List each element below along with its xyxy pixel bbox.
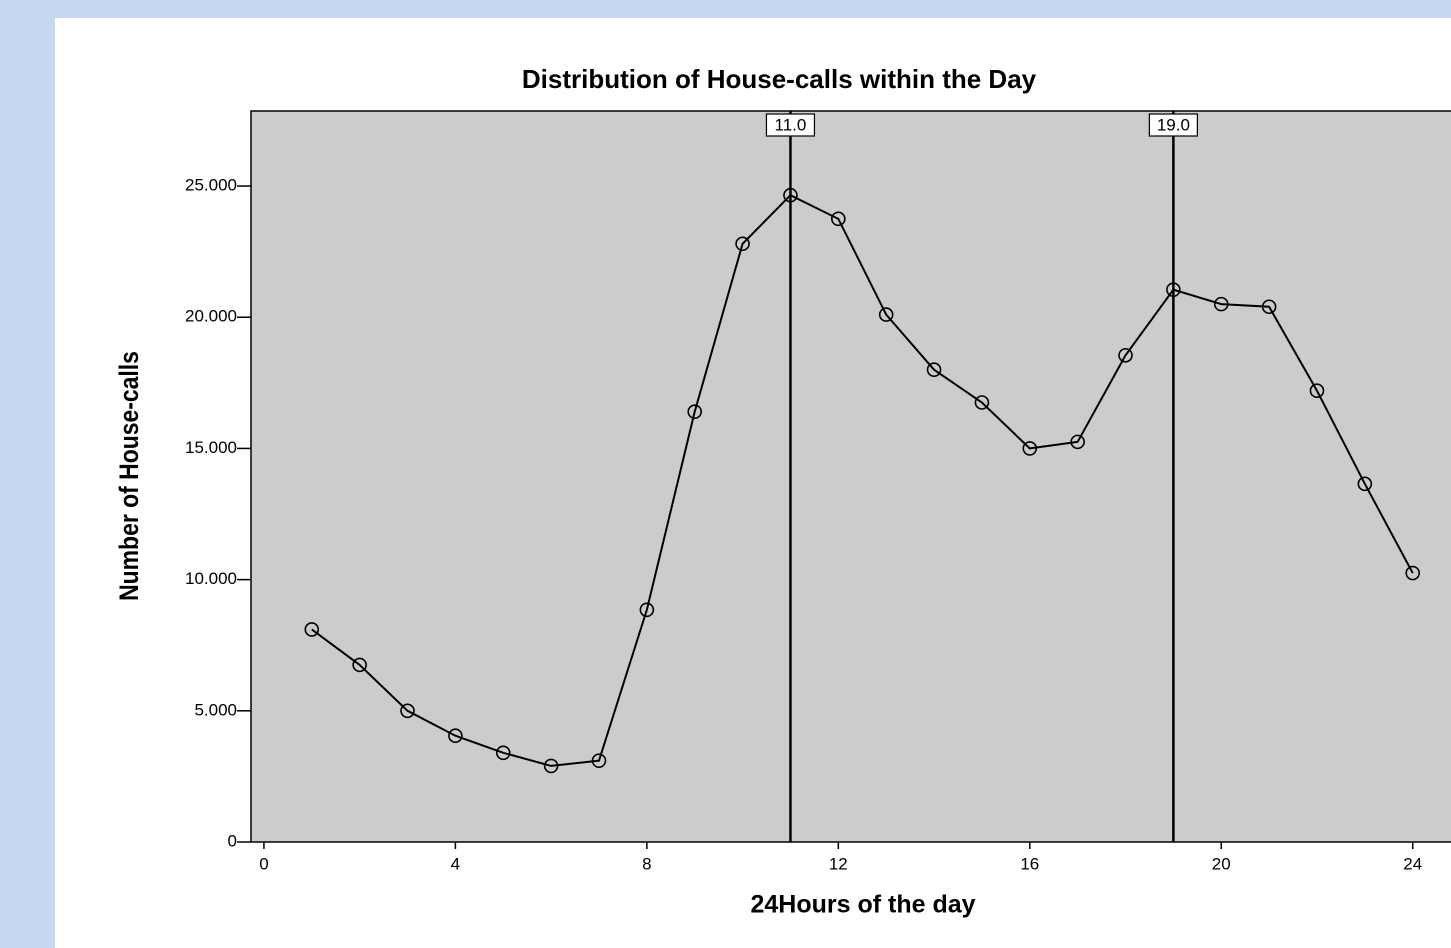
data-point xyxy=(1070,434,1085,450)
data-point xyxy=(783,187,798,203)
y-tick-label: 25.000 xyxy=(185,176,237,195)
data-point xyxy=(735,236,750,252)
data-point xyxy=(448,728,463,744)
data-point xyxy=(1213,296,1229,312)
data-point xyxy=(400,703,415,719)
y-tick-label: 15.000 xyxy=(185,438,237,457)
reference-label-box xyxy=(1148,113,1198,137)
data-point xyxy=(1405,565,1421,581)
y-tick-label: 10.000 xyxy=(185,569,237,588)
data-point xyxy=(687,404,703,419)
data-point xyxy=(304,622,320,637)
data-point xyxy=(878,307,894,322)
data-point xyxy=(1022,441,1038,456)
x-tick-label: 16 xyxy=(1020,854,1039,873)
data-line xyxy=(311,194,1414,767)
x-tick-label: 4 xyxy=(451,854,460,873)
y-axis-label: Number of House-calls xyxy=(114,351,144,601)
x-tick-label: 0 xyxy=(259,854,268,873)
data-point xyxy=(974,395,990,410)
reference-label: 11.0 xyxy=(775,115,807,134)
chart-title: Distribution of House-calls within the D… xyxy=(522,64,1037,94)
x-tick-label: 12 xyxy=(829,854,848,873)
reference-label-box xyxy=(765,113,816,137)
data-point xyxy=(639,602,655,618)
data-point xyxy=(1357,476,1373,492)
x-tick-label: 8 xyxy=(642,854,651,873)
y-tick-label: 20.000 xyxy=(185,307,237,326)
data-point xyxy=(591,753,607,768)
x-tick-label: 24 xyxy=(1403,854,1422,873)
data-point xyxy=(352,657,367,673)
reference-label: 19.0 xyxy=(1157,115,1190,134)
x-axis-label: 24Hours of the day xyxy=(750,891,975,919)
data-point xyxy=(1261,299,1277,315)
data-point xyxy=(1118,347,1133,363)
data-point xyxy=(831,211,846,227)
data-point xyxy=(1166,282,1181,297)
data-point xyxy=(926,362,942,378)
y-tick-label: 5.000 xyxy=(194,700,237,719)
plot-area xyxy=(250,110,1451,843)
data-point xyxy=(495,745,511,761)
data-point xyxy=(543,758,559,774)
data-point xyxy=(1309,383,1325,399)
y-tick-label: 0 xyxy=(228,831,237,850)
x-tick-label: 20 xyxy=(1212,854,1231,873)
